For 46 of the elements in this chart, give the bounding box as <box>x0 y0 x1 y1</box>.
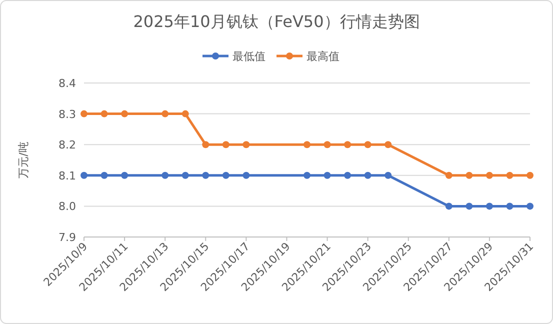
point <box>526 202 534 210</box>
y-tick-label: 8.2 <box>58 138 76 152</box>
y-axis-title: 万元/吨 <box>17 142 30 178</box>
point <box>304 172 310 179</box>
point <box>222 172 230 179</box>
legend-label: 最低值 <box>232 50 266 63</box>
point <box>445 172 452 179</box>
point <box>486 172 493 179</box>
point <box>80 110 88 118</box>
point <box>182 110 189 118</box>
point <box>324 172 331 179</box>
point <box>344 172 352 179</box>
point <box>364 141 372 148</box>
point <box>466 202 473 210</box>
y-tick-label: 8.0 <box>58 200 76 214</box>
point <box>242 141 250 148</box>
point <box>506 172 514 179</box>
point <box>162 110 169 118</box>
point <box>384 172 392 179</box>
point <box>202 172 210 179</box>
point <box>121 110 128 118</box>
point <box>162 172 169 179</box>
point <box>486 202 493 210</box>
point <box>344 141 352 148</box>
point <box>445 202 452 210</box>
y-tick-label: 8.3 <box>58 108 76 121</box>
point <box>100 110 108 118</box>
chart-title: 2025年10月钒钛（FeV50）行情走势图 <box>133 12 420 31</box>
point <box>526 172 534 179</box>
point <box>242 172 250 179</box>
point <box>384 141 392 148</box>
point <box>324 141 331 148</box>
point <box>80 172 88 179</box>
point <box>364 172 372 179</box>
point <box>506 202 514 210</box>
legend-label: 最高值 <box>306 50 340 63</box>
point <box>100 172 108 179</box>
y-tick-label: 7.9 <box>58 231 76 244</box>
point <box>304 141 310 148</box>
y-tick-label: 8.1 <box>58 169 76 182</box>
point <box>466 172 473 179</box>
point <box>202 141 210 148</box>
point <box>121 172 128 179</box>
point <box>222 141 230 148</box>
y-tick-label: 8.4 <box>58 77 76 90</box>
point <box>182 172 189 179</box>
